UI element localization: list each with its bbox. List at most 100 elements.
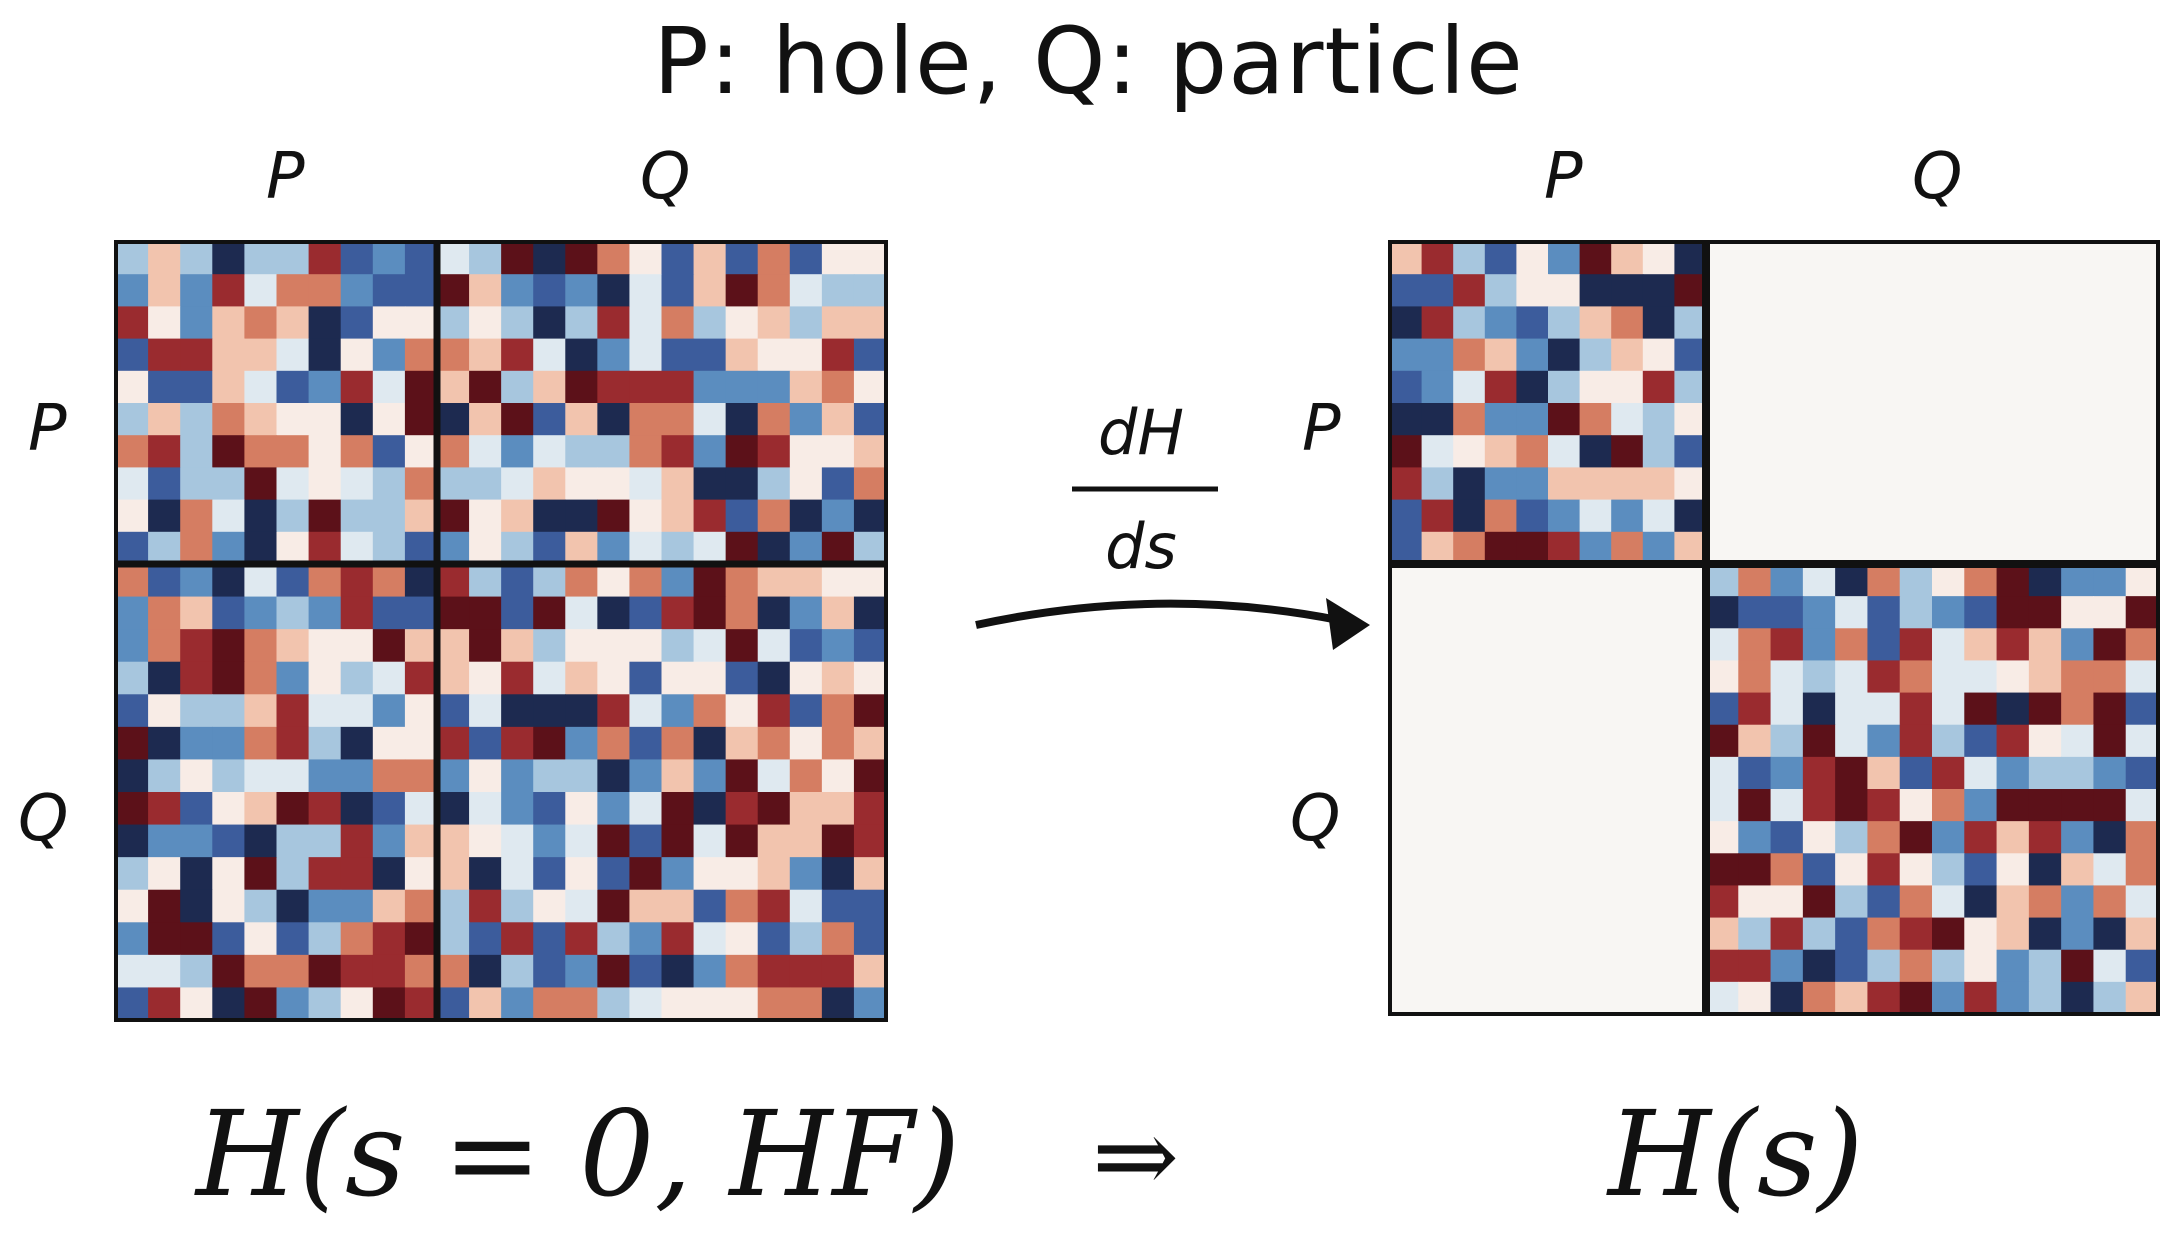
- left-qq-block-cell: [725, 824, 759, 858]
- right-pp-block-cell: [1453, 467, 1486, 501]
- right-qq-block-cell: [1738, 981, 1772, 1015]
- right-pp-block-cell: [1611, 242, 1644, 275]
- left-qq-block-cell: [821, 857, 855, 891]
- right-qq-block-cell: [2061, 756, 2095, 790]
- left-qp-block-cell: [180, 694, 213, 728]
- right-qq-block-cell: [1706, 789, 1739, 822]
- left-pq-block-cell: [533, 338, 566, 372]
- right-pp-block-cell: [1642, 242, 1675, 275]
- left-qq-block-cell: [629, 954, 663, 989]
- right-qq-block-cell: [1835, 821, 1869, 854]
- left-pp-block-cell: [276, 370, 310, 404]
- right-qq-block-cell: [1738, 853, 1772, 887]
- right-qq-block-cell: [2028, 853, 2062, 887]
- left-pp-block-cell: [372, 435, 406, 468]
- left-qq-block-cell: [725, 629, 759, 663]
- right-qq-block-cell: [1899, 756, 1933, 790]
- left-qq-block-cell: [533, 889, 566, 923]
- left-qq-block-cell: [725, 726, 759, 761]
- left-pp-block-cell: [244, 435, 278, 468]
- left-pq-block-cell: [469, 274, 502, 307]
- right-qq-block-cell: [1802, 564, 1836, 597]
- flow-arrow: [975, 599, 1339, 629]
- right-pp-block-cell: [1548, 242, 1581, 275]
- left-qp-block-cell: [180, 857, 213, 891]
- left-qp-block-cell: [116, 922, 149, 956]
- right-qq-block-cell: [1932, 660, 1965, 694]
- right-qq-block-cell: [1867, 821, 1901, 854]
- right-pp-block-cell: [1548, 499, 1581, 533]
- left-qp-block-cell: [276, 857, 310, 891]
- right-qq-block-cell: [2028, 756, 2062, 790]
- left-qp-block-cell: [180, 726, 213, 761]
- right-qq-block-cell: [2061, 885, 2095, 919]
- left-qp-block-cell: [340, 661, 374, 695]
- left-qq-block-cell: [437, 661, 470, 695]
- left-qp-block-cell: [308, 792, 342, 826]
- right-row-label-q: Q: [1290, 782, 1341, 856]
- right-qq-block-cell: [2125, 564, 2159, 597]
- left-qq-block-cell: [821, 987, 855, 1021]
- left-qq-block-cell: [853, 857, 887, 891]
- left-qp-block-cell: [308, 987, 342, 1021]
- right-pp-block-cell: [1516, 242, 1549, 275]
- right-pp-block-cell: [1453, 435, 1486, 468]
- left-pq-block-cell: [437, 242, 470, 275]
- left-qp-block-cell: [404, 661, 438, 695]
- left-pq-block-cell: [725, 338, 759, 372]
- left-pp-block-cell: [116, 242, 149, 275]
- left-pp-block-cell: [148, 435, 181, 468]
- left-pq-block-cell: [853, 467, 887, 501]
- right-pp-block-cell: [1453, 370, 1486, 404]
- left-qp-block-cell: [276, 759, 310, 793]
- left-pq-block-cell: [533, 499, 566, 533]
- right-qq-block-cell: [2028, 724, 2062, 758]
- right-qq-block-cell: [2093, 596, 2127, 629]
- right-pp-block-cell: [1548, 531, 1581, 565]
- right-pp-block-cell: [1548, 306, 1581, 340]
- left-pp-block-cell: [212, 531, 245, 565]
- left-matrix-heatmap: [114, 240, 888, 1022]
- right-qq-block-cell: [2093, 853, 2127, 887]
- right-pp-block-cell: [1579, 531, 1612, 565]
- right-qq-block-cell: [1770, 724, 1804, 758]
- left-pp-block-cell: [308, 467, 342, 501]
- left-pp-block-cell: [276, 242, 310, 275]
- left-qq-block-cell: [469, 726, 502, 761]
- right-caption: H(s): [1608, 1085, 1864, 1223]
- left-pp-block-cell: [180, 370, 213, 404]
- left-qp-block-cell: [308, 824, 342, 858]
- left-pq-block-cell: [565, 403, 598, 436]
- left-pp-block-cell: [308, 242, 342, 275]
- right-qq-block-cell: [1835, 756, 1869, 790]
- right-pp-block-cell: [1611, 499, 1644, 533]
- left-qq-block-cell: [693, 824, 727, 858]
- left-qq-block-cell: [597, 629, 631, 663]
- left-qp-block-cell: [180, 954, 213, 989]
- left-qq-block-cell: [629, 759, 663, 793]
- left-qq-block-cell: [629, 596, 663, 630]
- left-pq-block-cell: [629, 242, 663, 275]
- left-qq-block-cell: [757, 726, 791, 761]
- left-qp-block-cell: [308, 889, 342, 923]
- right-qq-block-cell: [1867, 853, 1901, 887]
- left-qp-block-cell: [148, 824, 181, 858]
- left-qp-block-cell: [180, 922, 213, 956]
- right-qq-block-cell: [2028, 628, 2062, 662]
- right-qq-block-cell: [1770, 821, 1804, 854]
- right-qq-block-cell: [1964, 917, 1998, 951]
- right-qq-block-cell: [1835, 692, 1869, 726]
- left-qq-block-cell: [501, 824, 534, 858]
- right-pp-block-cell: [1484, 242, 1517, 275]
- left-pq-block-cell: [437, 370, 470, 404]
- left-qp-block-cell: [244, 792, 278, 826]
- left-pp-block-cell: [340, 499, 374, 533]
- left-qp-block-cell: [116, 889, 149, 923]
- right-pp-block-cell: [1642, 274, 1675, 307]
- flow-numerator: dH: [1098, 396, 1184, 469]
- left-qq-block-cell: [597, 759, 631, 793]
- left-pq-block-cell: [501, 467, 534, 501]
- left-qp-block-cell: [404, 629, 438, 663]
- left-qq-block-cell: [853, 792, 887, 826]
- left-qq-block-cell: [693, 922, 727, 956]
